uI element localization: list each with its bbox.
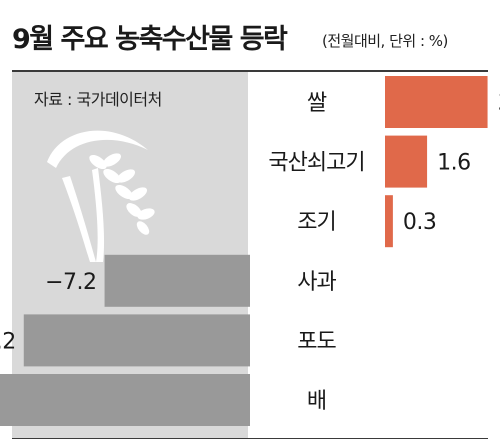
category-label: 배 bbox=[307, 389, 326, 414]
value-label: −11.2 bbox=[0, 329, 16, 354]
category-label: 조기 bbox=[297, 210, 335, 235]
source-note: 자료 : 국가데이터처 bbox=[34, 90, 162, 109]
chart-row-3: 사과 −7.2 bbox=[45, 254, 337, 307]
top-rule bbox=[12, 70, 488, 72]
bottom-rule bbox=[12, 438, 488, 439]
chart-row-2: 조기 0.3 bbox=[250, 195, 437, 248]
category-box bbox=[250, 76, 384, 128]
bar bbox=[104, 254, 250, 307]
bar bbox=[385, 195, 393, 248]
category-box bbox=[250, 195, 384, 248]
category-label: 포도 bbox=[297, 329, 336, 354]
value-label: 3.9 bbox=[498, 91, 500, 116]
unit-note: (전월대비, 단위 : %) bbox=[322, 32, 448, 50]
bar bbox=[385, 135, 428, 188]
value-label: 1.6 bbox=[437, 151, 471, 176]
chart-title: 9월 주요 농축수산물 등락 bbox=[12, 24, 288, 55]
chart-row-1: 국산쇠고기 1.6 bbox=[250, 135, 471, 188]
category-label: 국산쇠고기 bbox=[268, 151, 364, 176]
bar bbox=[0, 374, 250, 426]
value-label: −7.2 bbox=[45, 270, 96, 295]
value-label: 0.3 bbox=[403, 210, 437, 235]
bar bbox=[23, 314, 251, 367]
bar bbox=[385, 76, 488, 128]
chart-row-4: 포도 −11.2 bbox=[0, 314, 337, 367]
category-label: 쌀 bbox=[307, 91, 327, 116]
rice-plant-icon bbox=[47, 130, 155, 262]
category-label: 사과 bbox=[297, 270, 336, 295]
chart-row-0: 쌀 3.9 bbox=[250, 76, 500, 128]
chart-row-5: 배−13.9 bbox=[0, 374, 327, 426]
category-box bbox=[250, 135, 384, 188]
chart-rows: 쌀 3.9 국산쇠고기 1.6 조기 0.3 사과 −7.2 포도 −11.2 배−13.9 bbox=[0, 76, 500, 426]
